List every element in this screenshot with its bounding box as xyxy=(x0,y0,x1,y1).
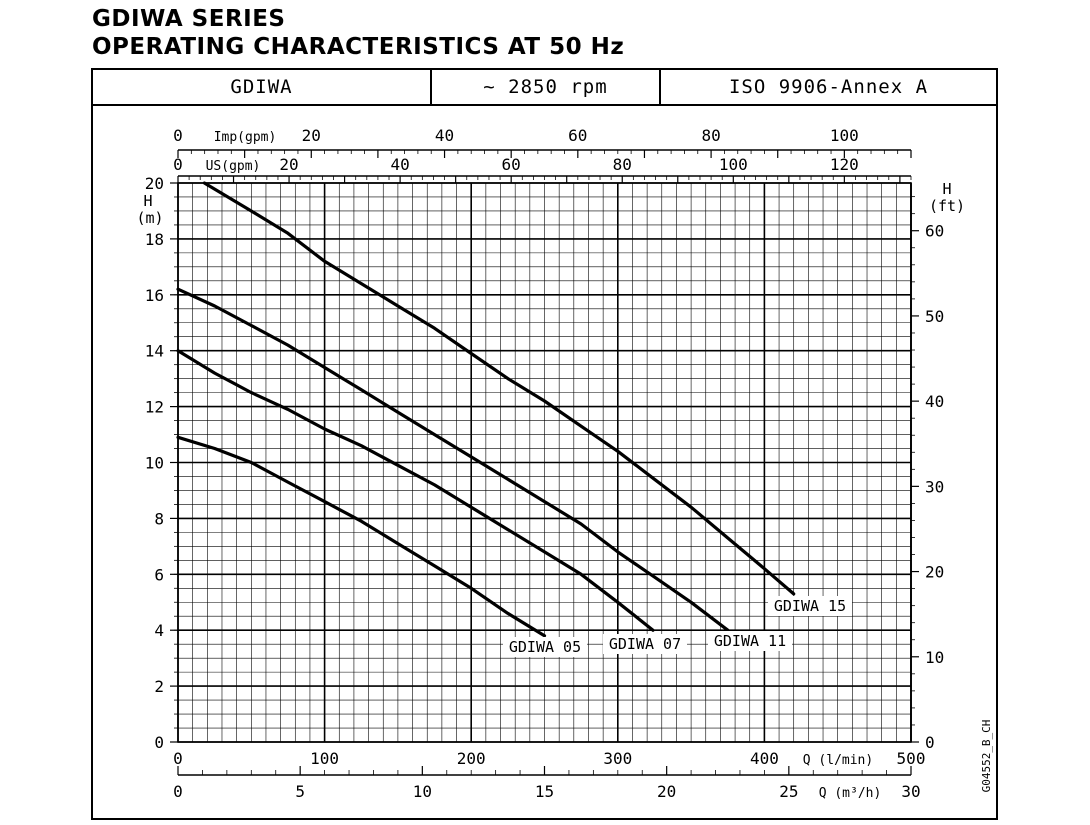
curve-label-bg xyxy=(603,634,687,654)
top-axis-us-tick-label: 0 xyxy=(173,155,183,174)
right-axis-tick-label: 30 xyxy=(925,477,944,496)
left-axis-label: H xyxy=(143,192,152,210)
header-model: GDIWA xyxy=(93,70,432,104)
curve-label-bg xyxy=(503,637,587,657)
bottom-axis-lmin-tick-label: 100 xyxy=(310,749,339,768)
curve-label: GDIWA 11 xyxy=(714,632,786,650)
bottom-axis-lmin-label: Q (l/min) xyxy=(803,753,873,768)
curve-gdiwa-15 xyxy=(202,181,796,596)
curve-label-bg xyxy=(768,596,852,616)
top-axis-imp-tick-label: 100 xyxy=(830,126,859,145)
left-axis-tick-label: 2 xyxy=(154,677,164,696)
bottom-axis-lmin-tick-label: 300 xyxy=(603,749,632,768)
right-axis-tick-label: 40 xyxy=(925,392,944,411)
curve-gdiwa-05 xyxy=(176,435,547,638)
top-axis-us-tick-label: 80 xyxy=(613,155,632,174)
bottom-axis-m3h-tick-label: 15 xyxy=(535,782,554,801)
left-axis-tick-label: 14 xyxy=(145,342,164,361)
right-axis-tick-label: 60 xyxy=(925,222,944,241)
curve-label: GDIWA 15 xyxy=(774,597,846,615)
bottom-axis-m3h-tick-label: 5 xyxy=(295,782,305,801)
right-axis-label-unit: (ft) xyxy=(929,197,965,215)
header-speed: ~ 2850 rpm xyxy=(432,70,661,104)
left-axis-tick-label: 20 xyxy=(145,174,164,193)
right-axis-tick-label: 0 xyxy=(925,733,935,752)
top-axis-us-tick-label: 60 xyxy=(502,155,521,174)
left-axis-tick-label: 8 xyxy=(154,509,164,528)
curve-gdiwa-11 xyxy=(176,287,730,632)
header-row: GDIWA ~ 2850 rpm ISO 9906-Annex A xyxy=(93,70,996,106)
right-axis-label: H xyxy=(942,180,951,198)
top-axis-imp-tick-label: 80 xyxy=(701,126,720,145)
top-axis-us-tick-label: 120 xyxy=(830,155,859,174)
header-standard: ISO 9906-Annex A xyxy=(728,76,929,98)
left-axis-label-unit: (m) xyxy=(136,209,163,227)
bottom-axis-m3h-tick-label: 30 xyxy=(901,782,920,801)
top-axis-us-tick-label: 20 xyxy=(279,155,298,174)
top-axis-imp-tick-label: 40 xyxy=(435,126,454,145)
bottom-axis-m3h-tick-label: 20 xyxy=(657,782,676,801)
left-axis-tick-label: 16 xyxy=(145,286,164,305)
right-axis-tick-label: 50 xyxy=(925,307,944,326)
top-axis-us-tick-label: 100 xyxy=(719,155,748,174)
top-axis-imp-label: Imp(gpm) xyxy=(214,130,277,145)
left-axis-tick-label: 4 xyxy=(154,621,164,640)
plot-area-border xyxy=(177,182,912,743)
bottom-axis-m3h-tick-label: 10 xyxy=(413,782,432,801)
top-axis-us-label: US(gpm) xyxy=(206,159,261,174)
bottom-axis-m3h-label: Q (m³/h) xyxy=(819,786,882,801)
chart-title-operating: OPERATING CHARACTERISTICS AT 50 Hz xyxy=(92,34,625,60)
left-axis-tick-label: 10 xyxy=(145,454,164,473)
bottom-axis-m3h-tick-label: 25 xyxy=(779,782,798,801)
top-axis-imp-tick-label: 20 xyxy=(302,126,321,145)
left-axis-tick-label: 18 xyxy=(145,230,164,249)
top-axis-imp-tick-label: 0 xyxy=(173,126,183,145)
curve-label: GDIWA 07 xyxy=(609,635,681,653)
bottom-axis-lmin-tick-label: 200 xyxy=(457,749,486,768)
right-axis-tick-label: 10 xyxy=(925,648,944,667)
left-axis-tick-label: 12 xyxy=(145,398,164,417)
right-axis-tick-label: 20 xyxy=(925,563,944,582)
top-axis-us-tick-label: 40 xyxy=(390,155,409,174)
bottom-axis-lmin-tick-label: 0 xyxy=(173,749,183,768)
curve-gdiwa-07 xyxy=(176,349,655,632)
chart-title-series: GDIWA SERIES xyxy=(92,6,286,32)
top-axis-imp-tick-label: 60 xyxy=(568,126,587,145)
bottom-axis-lmin-tick-label: 400 xyxy=(750,749,779,768)
curve-label-bg xyxy=(708,631,792,651)
bottom-axis-lmin-tick-label: 500 xyxy=(897,749,926,768)
bottom-axis-m3h-tick-label: 0 xyxy=(173,782,183,801)
left-axis-tick-label: 0 xyxy=(154,733,164,752)
chart-frame: GDIWA ~ 2850 rpm ISO 9906-Annex A xyxy=(91,68,998,820)
left-axis-tick-label: 6 xyxy=(154,565,164,584)
drawing-code: G04552_B_CH xyxy=(980,720,993,793)
curve-label: GDIWA 05 xyxy=(509,638,581,656)
